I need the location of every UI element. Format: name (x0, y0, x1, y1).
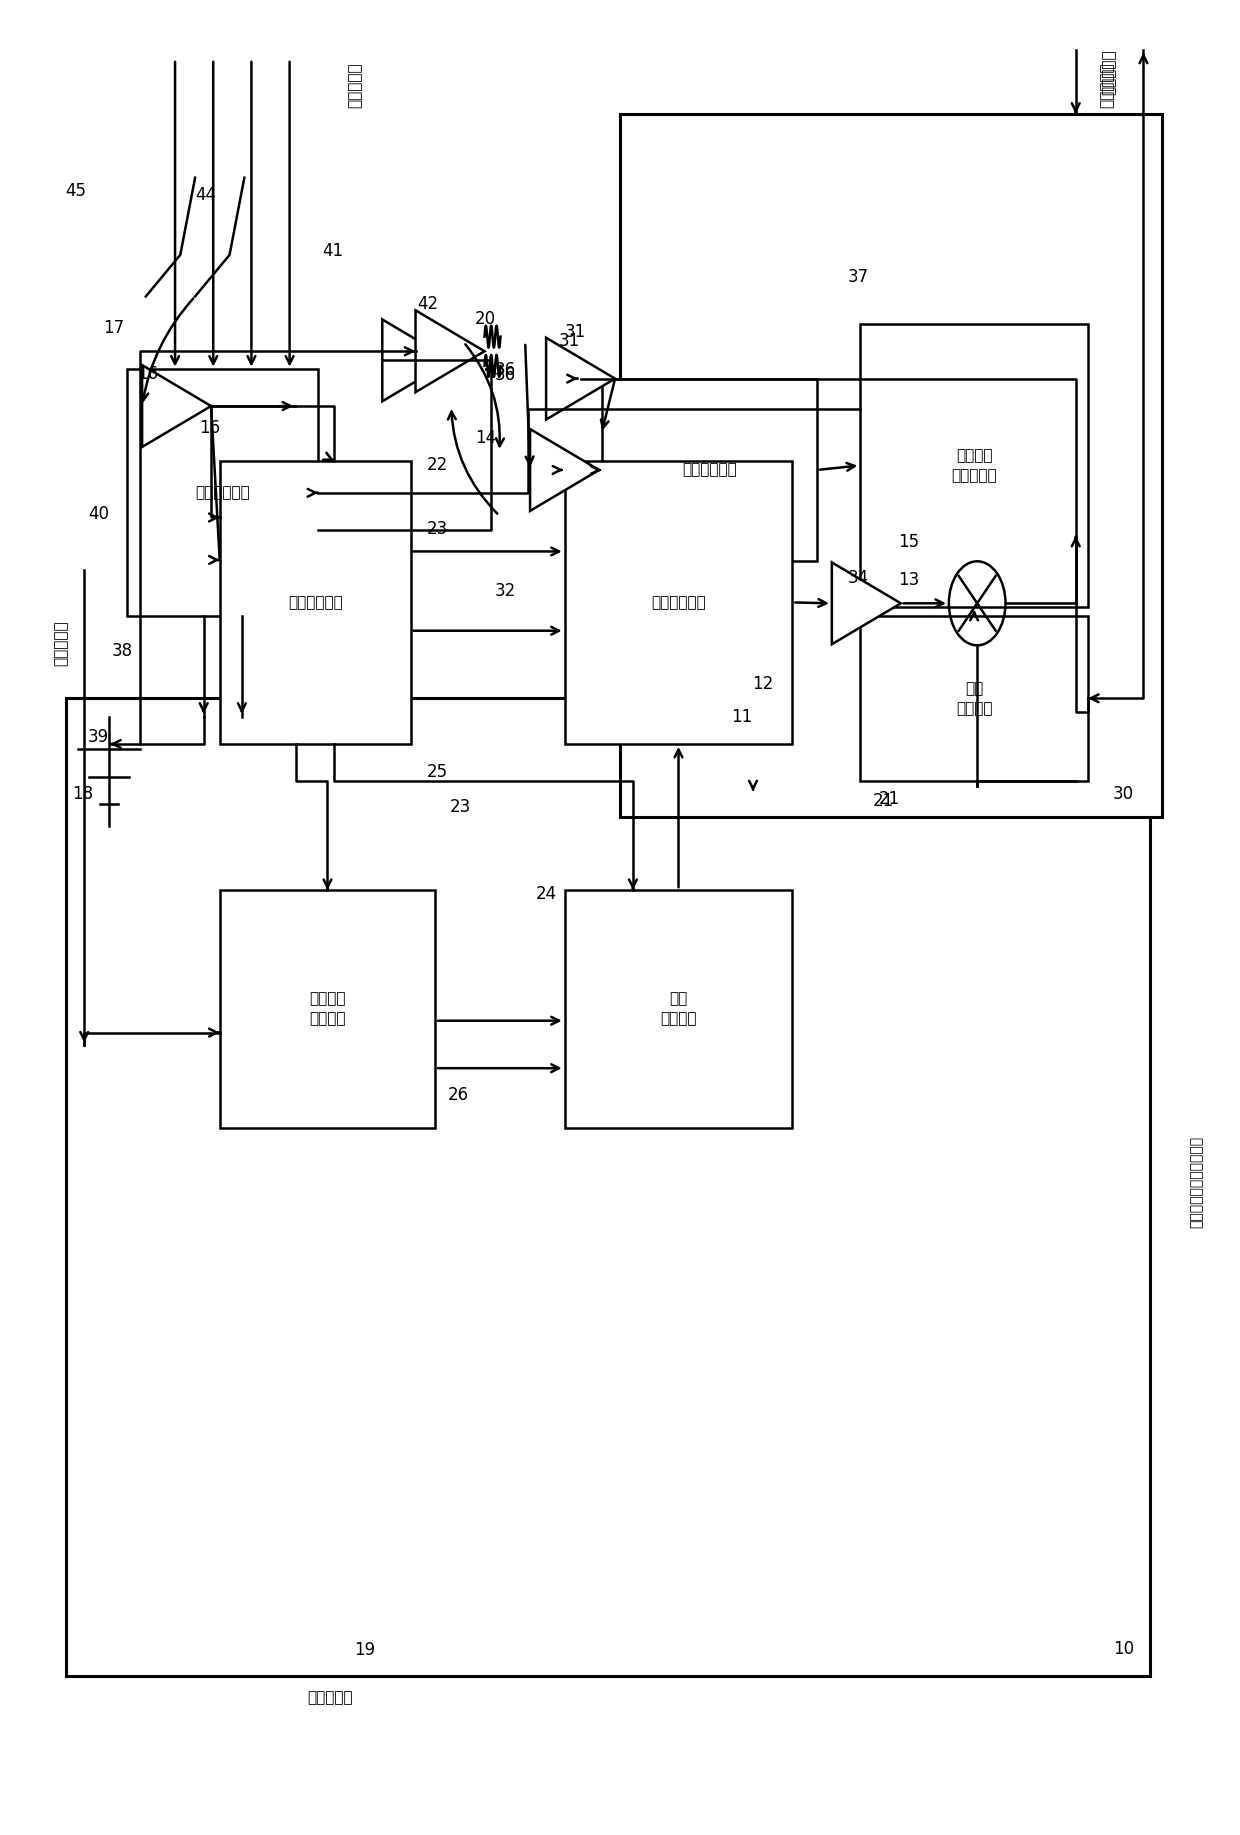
Text: 41: 41 (322, 242, 343, 261)
Text: 使用者资料: 使用者资料 (347, 62, 362, 108)
Text: 36: 36 (495, 367, 516, 385)
Text: 19: 19 (353, 1642, 374, 1659)
Text: 26: 26 (448, 1086, 469, 1105)
Text: 38: 38 (112, 642, 133, 661)
Text: 44: 44 (195, 185, 216, 204)
Text: 20: 20 (475, 310, 496, 328)
Text: 计算目标
信号干扰比: 计算目标 信号干扰比 (951, 448, 997, 483)
Text: 14: 14 (475, 429, 496, 446)
Text: 计算传输功率: 计算传输功率 (651, 595, 706, 609)
Text: 37: 37 (848, 268, 869, 286)
Bar (564, 890, 792, 1127)
Text: 21: 21 (873, 793, 894, 809)
Bar (128, 369, 319, 617)
Text: 未指定传输器: 未指定传输器 (196, 484, 250, 501)
Text: 量测干扰功率: 量测干扰功率 (682, 462, 737, 477)
Text: 计算
路径损失: 计算 路径损失 (660, 991, 697, 1026)
Bar (861, 617, 1087, 780)
Bar (861, 323, 1087, 607)
Text: 31: 31 (564, 323, 585, 341)
Polygon shape (546, 338, 615, 420)
Polygon shape (529, 429, 599, 510)
Text: 使用者资料: 使用者资料 (53, 620, 68, 666)
Text: 16: 16 (198, 420, 219, 437)
Text: 30: 30 (1112, 785, 1133, 802)
Text: 45: 45 (66, 182, 87, 200)
Text: 12: 12 (751, 675, 773, 694)
Text: 量测
数据质量: 量测 数据质量 (956, 681, 992, 716)
Text: 使用者资料: 使用者资料 (308, 1690, 353, 1705)
Text: 36: 36 (495, 361, 516, 380)
Text: 39: 39 (88, 728, 109, 747)
Text: 23: 23 (427, 519, 448, 538)
Text: 开放回路功率控制传输器: 开放回路功率控制传输器 (1189, 1136, 1203, 1228)
Text: 17: 17 (103, 319, 124, 338)
Text: 11: 11 (730, 708, 753, 727)
Polygon shape (143, 365, 211, 448)
Text: 42: 42 (417, 295, 438, 314)
Bar (219, 461, 410, 743)
Polygon shape (382, 319, 451, 402)
Text: 40: 40 (88, 505, 109, 523)
Text: 24: 24 (536, 884, 557, 903)
Text: 15: 15 (898, 532, 920, 550)
Bar (564, 461, 792, 743)
Text: 10: 10 (1112, 1640, 1133, 1657)
Polygon shape (415, 310, 485, 393)
Text: 使用者资料: 使用者资料 (1099, 62, 1114, 108)
Text: 31: 31 (558, 332, 579, 350)
Text: 34: 34 (848, 569, 869, 587)
Text: 使用者资料: 使用者资料 (1101, 50, 1116, 95)
Text: 32: 32 (495, 582, 516, 600)
Text: 21: 21 (879, 791, 900, 807)
Bar (620, 114, 1162, 817)
Bar (219, 890, 435, 1127)
Polygon shape (832, 562, 900, 644)
Text: 22: 22 (427, 455, 448, 473)
Text: 量测参考
信号功率: 量测参考 信号功率 (309, 991, 346, 1026)
Bar (66, 699, 1149, 1675)
Bar (601, 378, 817, 562)
Text: 25: 25 (427, 763, 448, 782)
Text: 13: 13 (898, 571, 920, 589)
Text: 23: 23 (450, 798, 471, 815)
Text: 18: 18 (72, 785, 93, 802)
Text: 未指定接收器: 未指定接收器 (288, 595, 342, 609)
Text: 16: 16 (138, 365, 159, 384)
